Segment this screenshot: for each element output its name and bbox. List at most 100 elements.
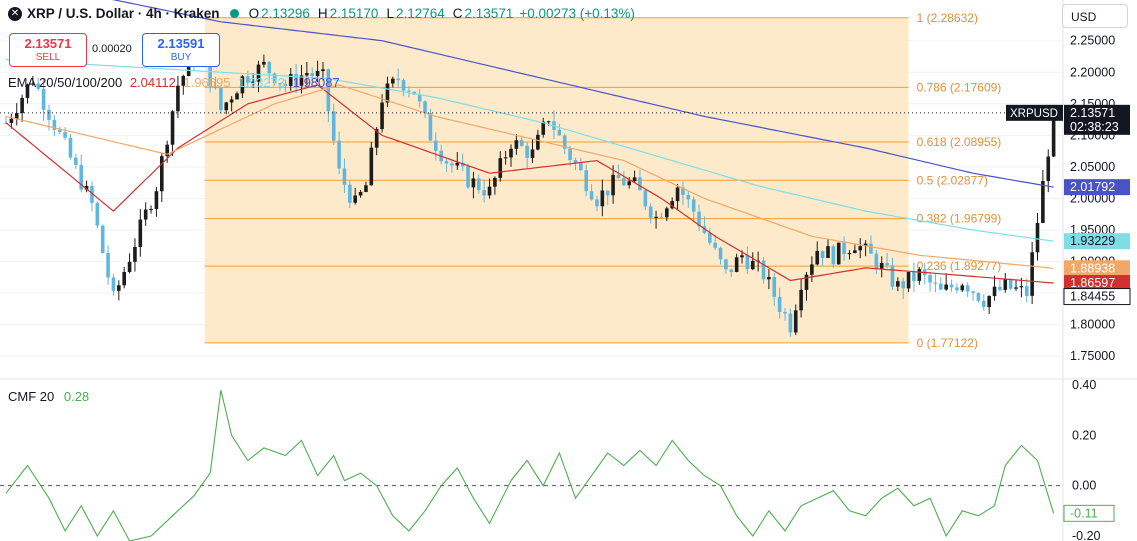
cmf-tick-label-3: -0.20 [1072,529,1101,541]
candle-body-183 [987,296,991,308]
candle-body-172 [928,275,932,283]
candle-body-70 [380,102,384,130]
candle-body-89 [482,190,486,196]
candle-body-119 [643,190,648,207]
candle-body-68 [369,147,374,186]
candle-body-52 [283,83,288,87]
candle-body-65 [353,195,358,203]
ema-legend[interactable]: EMA 20/50/100/200 2.04112 1.96695 1.9327… [8,75,340,90]
candle-body-6 [36,83,41,89]
candle-body-163 [879,262,884,269]
candle-body-184 [992,286,997,297]
fib-level-label-1: 0.786 (2.17609) [917,80,1002,94]
fib-level-label-2: 0.618 (2.08955) [917,135,1002,149]
sell-label: SELL [35,52,61,63]
candle-body-160 [863,243,868,247]
symbol-badge-label: XRPUSD [1010,108,1058,120]
open-label: O [248,6,260,21]
candle-body-120 [648,206,653,218]
candle-body-91 [493,177,497,187]
candle-body-84 [455,162,460,166]
candle-body-157 [847,253,852,255]
candle-body-26 [143,209,148,220]
candle-body-166 [896,281,900,287]
candle-body-156 [842,242,846,255]
candle-body-189 [1019,286,1024,288]
price-tick-label-9: 2.20000 [1070,65,1115,79]
symbol-badge [1006,104,1063,121]
fib-level-label-6: 0 (1.77122) [917,336,978,350]
candle-body-109 [589,191,594,200]
candle-body-95 [514,140,519,149]
candle-body-27 [149,209,153,211]
candle-body-186 [1003,279,1008,290]
spread-value: 0.00020 [92,43,132,55]
candle-body-195 [1051,112,1056,157]
candle-body-173 [933,282,938,284]
candle-body-74 [401,80,406,91]
candle-body-12 [68,137,73,158]
candle-body-43 [235,93,239,100]
candle-body-177 [955,287,959,291]
candle-body-66 [358,191,363,196]
candle-body-106 [573,160,578,164]
candle-body-14 [79,164,84,190]
currency-dropdown[interactable]: USD [1062,4,1128,28]
candle-body-152 [820,250,825,258]
buy-button[interactable]: 2.13591 BUY [142,33,220,67]
cmf-tick-label-1: 0.20 [1072,428,1096,442]
candle-body-187 [1008,279,1013,289]
candle-body-135 [729,269,734,272]
candle-body-149 [804,274,809,290]
candle-body-94 [509,148,513,158]
candle-body-116 [627,181,632,186]
low-value: 2.12764 [395,6,445,21]
candle-body-132 [713,242,717,248]
candle-body-174 [939,283,943,290]
candle-body-1 [9,118,14,123]
candle-body-29 [160,156,164,192]
high-value: 2.15170 [329,6,379,21]
cmf-last-badge [1063,504,1115,522]
candle-body-122 [659,216,664,218]
candle-body-20 [111,277,116,291]
cmf-current-value: 0.28 [63,389,90,404]
candle-body-182 [981,300,986,308]
candle-body-168 [906,271,911,289]
candle-body-96 [519,140,524,146]
candle-body-5 [31,83,35,85]
xrp-logo-icon: ✕ [8,6,22,21]
candle-body-31 [170,111,175,145]
candle-body-45 [245,76,250,83]
candle-body-3 [20,97,24,114]
candle-body-17 [95,202,100,226]
candle-body-137 [740,255,744,258]
cmf-legend[interactable]: CMF 20 0.28 [8,389,89,404]
candle-body-118 [638,177,642,191]
fib-level-label-3: 0.5 (2.02877) [917,173,988,187]
candle-body-191 [1030,252,1034,296]
candle-body-128 [691,199,696,212]
axis-badge-0 [1064,179,1130,196]
candle-body-188 [1014,287,1018,289]
candle-body-10 [57,129,62,133]
last-price-badge-label: 2.13571 [1070,106,1115,120]
candle-body-190 [1024,286,1029,296]
candle-body-104 [562,135,567,149]
candle-body-153 [826,246,830,258]
candle-body-32 [176,85,180,112]
candle-body-175 [944,284,948,290]
candle-body-55 [299,75,304,86]
candle-body-144 [777,296,782,312]
change-value: +0.00273 (+0.13%) [519,6,635,21]
candle-body-99 [536,134,540,150]
candle-body-63 [342,168,347,185]
price-tick-label-1: 1.80000 [1070,318,1115,332]
candle-body-126 [681,187,685,196]
candle-body-100 [541,121,546,135]
sell-button[interactable]: 2.13571 SELL [9,33,87,67]
candle-body-60 [326,69,331,112]
candle-body-181 [976,292,981,301]
candle-body-62 [337,140,341,169]
